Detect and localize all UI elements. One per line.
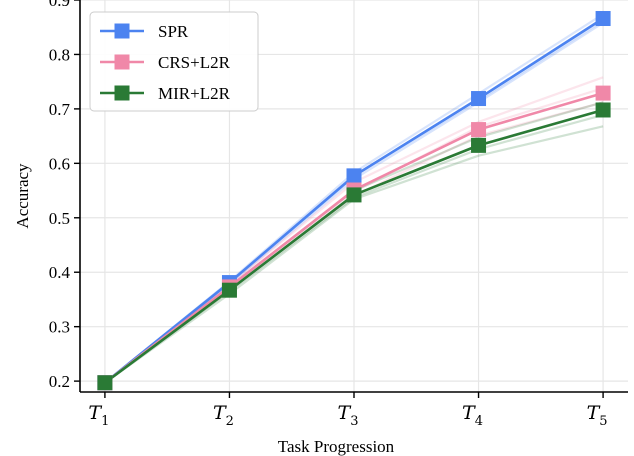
- x-tick-label: T3: [338, 402, 359, 429]
- y-tick-label: 0.3: [49, 318, 70, 337]
- x-tick-sub: 2: [226, 414, 234, 429]
- y-tick-label: 0.2: [49, 372, 70, 391]
- legend-box: [89, 11, 259, 112]
- data-point-marker: [595, 102, 611, 118]
- data-point-marker: [346, 168, 362, 184]
- x-tick-sub: 3: [350, 414, 358, 429]
- data-point-marker: [595, 85, 611, 101]
- y-tick-label: 0.6: [49, 154, 70, 173]
- x-tick-label: T4: [462, 402, 483, 429]
- x-tick-main: T: [587, 402, 601, 424]
- legend-marker: [114, 23, 130, 39]
- legend-label: CRS+L2R: [158, 53, 231, 72]
- x-tick-sub: 4: [475, 414, 483, 429]
- x-tick-main: T: [338, 402, 352, 424]
- y-tick-label: 0.9: [49, 0, 70, 10]
- data-point-marker: [471, 137, 487, 153]
- y-tick-labels: 0.2 0.3 0.4 0.5 0.6 0.7 0.8 0.9: [49, 0, 71, 391]
- axes: [74, 0, 628, 398]
- x-tick-main: T: [213, 402, 227, 424]
- x-tick-main: T: [462, 402, 476, 424]
- y-tick-label: 0.8: [49, 45, 70, 64]
- data-point-marker: [595, 11, 611, 27]
- data-point-marker: [346, 187, 362, 203]
- x-tick-label: T2: [213, 402, 234, 429]
- legend-label: SPR: [158, 22, 189, 41]
- data-point-marker: [471, 91, 487, 107]
- x-tick-label: T1: [88, 402, 109, 429]
- legend-marker: [114, 54, 130, 70]
- data-point-marker: [97, 375, 113, 391]
- data-point-marker: [471, 122, 487, 138]
- data-point-marker: [221, 282, 237, 298]
- legend-label: MIR+L2R: [158, 84, 231, 103]
- series-markers: [97, 11, 611, 391]
- x-tick-main: T: [88, 402, 102, 424]
- x-tick-sub: 5: [599, 414, 607, 429]
- x-tick-sub: 1: [101, 414, 109, 429]
- y-tick-label: 0.4: [49, 263, 71, 282]
- y-tick-label: 0.5: [49, 209, 70, 228]
- x-tick-labels: T1 T2 T3 T4 T5: [88, 402, 607, 429]
- y-axis-title: Accuracy: [13, 163, 32, 229]
- legend-marker: [114, 85, 130, 101]
- legend: SPR CRS+L2R MIR+L2R: [89, 11, 259, 112]
- x-axis-title: Task Progression: [278, 437, 395, 456]
- x-tick-label: T5: [587, 402, 608, 429]
- y-tick-label: 0.7: [49, 100, 71, 119]
